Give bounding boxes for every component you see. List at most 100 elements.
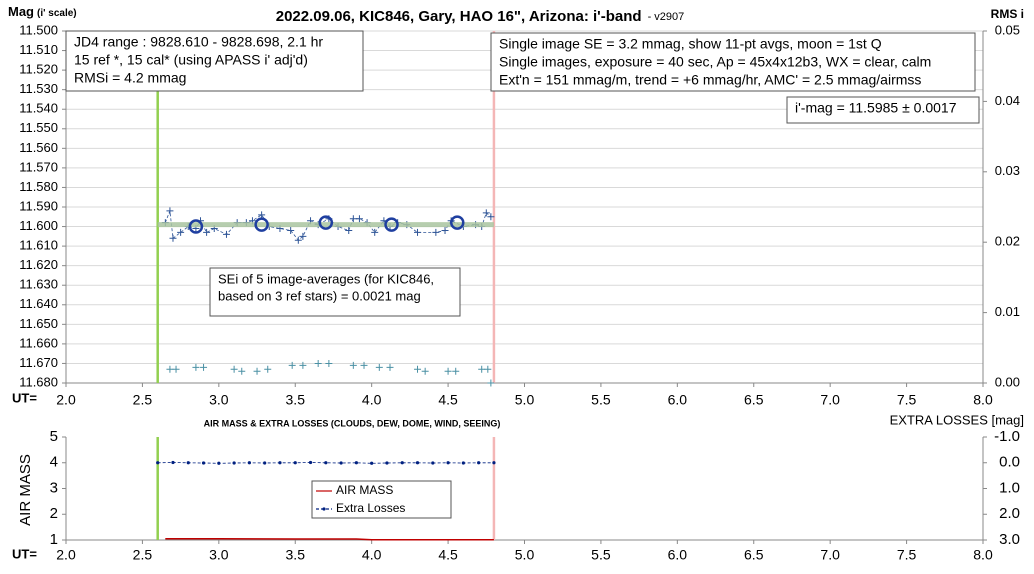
point [452, 367, 460, 375]
point [171, 460, 175, 465]
series-line [157, 462, 494, 464]
y-tick-label: 11.600 [19, 218, 58, 233]
point [415, 461, 420, 465]
x-tick-label: 5.5 [591, 392, 611, 408]
x-tick-label: 2.0 [56, 547, 76, 563]
point [314, 359, 322, 367]
y2-tick-label: 0.01 [995, 304, 1020, 319]
x-tick-label: 4.5 [438, 392, 458, 408]
point [370, 461, 374, 465]
x-tick-label: 3.0 [209, 547, 229, 563]
point [386, 363, 394, 371]
annotation-text: RMSi = 4.2 mmag [74, 70, 186, 86]
point [288, 361, 296, 369]
y2-tick-label: 2.0 [999, 505, 1020, 522]
point [339, 461, 343, 465]
legend-label: Extra Losses [336, 501, 405, 515]
point [177, 228, 185, 236]
point [172, 365, 180, 373]
y-tick-label: 11.640 [19, 296, 58, 311]
annotation-text: i'-mag = 11.5985 ± 0.0017 [795, 100, 957, 116]
x-tick-label: 3.5 [286, 392, 306, 408]
y-tick-label: 4 [50, 454, 58, 471]
x-tick-label: 4.5 [438, 547, 458, 563]
y-tick-label: 11.590 [19, 198, 58, 213]
x-tick-label: 7.0 [820, 392, 840, 408]
annotation-box [786, 96, 980, 124]
average-point [318, 215, 334, 230]
point [441, 226, 449, 234]
x-tick-label: 3.5 [286, 547, 306, 563]
x-tick-label: 8.0 [973, 392, 993, 408]
point [222, 230, 230, 238]
point [492, 461, 496, 465]
annotation-box [65, 30, 364, 92]
point [487, 213, 495, 221]
annotation-text: Ext'n = 151 mmag/m, trend = +6 mmag/hr, … [499, 72, 921, 88]
x-tick-label: 6.0 [668, 392, 688, 408]
series-line [165, 537, 494, 541]
x-axis-title: UT= [12, 546, 37, 561]
point [400, 461, 404, 465]
y-tick-label: 1 [50, 531, 58, 548]
point [203, 228, 211, 236]
point [414, 365, 422, 373]
point [482, 209, 490, 217]
point [478, 365, 486, 373]
y2-tick-label: -1.0 [994, 428, 1020, 445]
average-point [384, 217, 399, 232]
annotation-text: JD4 range : 9828.610 - 9828.698, 2.1 hr [74, 34, 323, 50]
x-tick-label: 2.5 [133, 547, 153, 563]
x-tick-label: 4.0 [362, 392, 382, 408]
chart-title: 2022.09.06, KIC846, Gary, HAO 16", Arizo… [276, 8, 685, 25]
point [484, 365, 492, 373]
x-tick-label: 6.5 [744, 547, 764, 563]
point [308, 460, 313, 465]
y2-tick-label: 3.0 [999, 531, 1020, 548]
annotation-text: SEi of 5 image-averages (for KIC846, [218, 271, 434, 286]
x-tick-label: 5.0 [515, 392, 535, 408]
panel-title: AIR MASS & EXTRA LOSSES (CLOUDS, DEW, DO… [204, 418, 501, 428]
point [278, 461, 282, 465]
point [349, 361, 357, 369]
point [264, 365, 272, 373]
x-tick-label: 2.5 [133, 392, 153, 408]
point [166, 365, 174, 373]
legend-label: AIR MASS [336, 483, 393, 497]
y-tick-label: 11.650 [19, 316, 58, 331]
y2-tick-label: 0.03 [995, 163, 1020, 178]
annotation-text: Single images, exposure = 40 sec, Ap = 4… [499, 54, 931, 70]
point [258, 211, 266, 219]
x-tick-label: 4.0 [362, 547, 382, 563]
x-tick-label: 8.0 [973, 547, 993, 563]
point [345, 226, 353, 234]
x-axis-title: UT= [12, 390, 37, 405]
point [156, 461, 160, 465]
point [354, 461, 358, 465]
y2-axis-title: EXTRA LOSSES [mag] [890, 412, 1024, 427]
point [186, 461, 190, 465]
title: 2022.09.06, KIC846, Gary, HAO 16", Arizo… [276, 8, 642, 25]
point [461, 461, 465, 465]
x-tick-label: 6.5 [744, 392, 764, 408]
point [375, 363, 383, 371]
point [294, 236, 302, 244]
y-tick-label: 11.670 [19, 355, 58, 370]
legend-swatch [322, 507, 326, 511]
point [349, 215, 357, 223]
version: - v2907 [648, 11, 685, 23]
y-label: Mag [8, 4, 34, 19]
annotation-text: based on 3 ref stars) = 0.0021 mag [218, 288, 421, 303]
y-tick-label: 11.680 [19, 374, 58, 389]
point [232, 461, 236, 465]
y-tick-label: 11.500 [19, 22, 58, 37]
y-tick-label: 11.630 [19, 277, 58, 292]
series-line [164, 210, 492, 241]
point [421, 367, 429, 375]
y2-axis-title: RMS i [991, 7, 1024, 21]
legend [311, 480, 452, 519]
y-axis-title: Mag (i' scale) [8, 4, 77, 19]
x-tick-label: 5.5 [591, 547, 611, 563]
